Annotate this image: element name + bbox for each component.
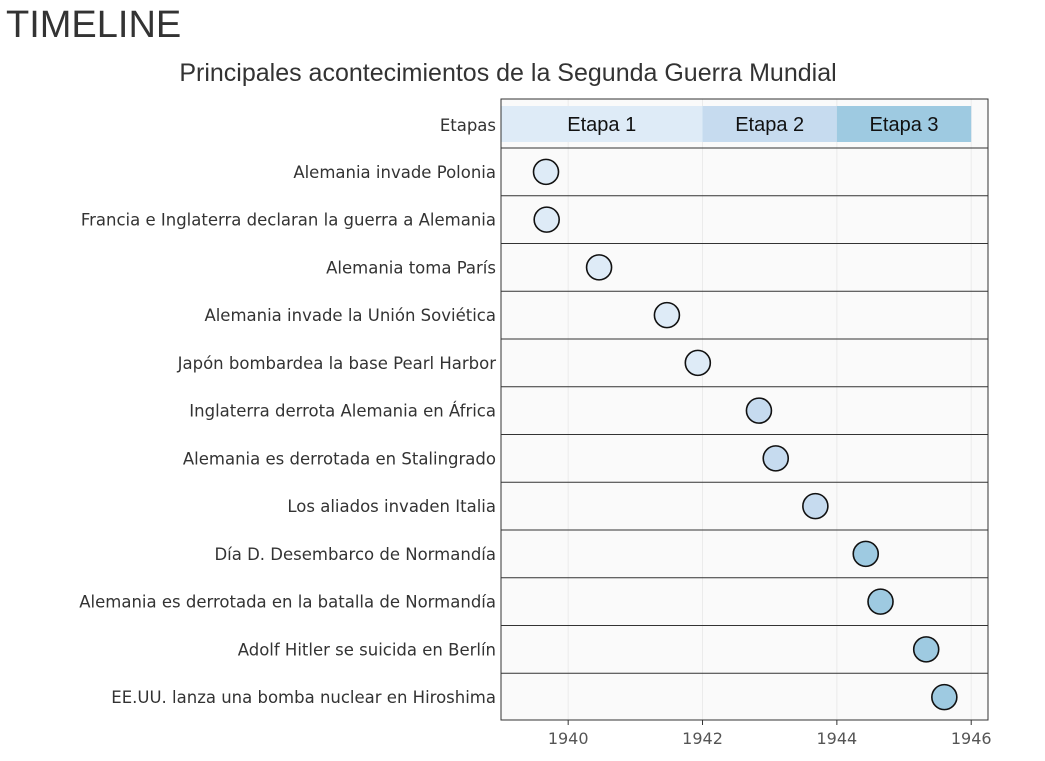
event-point xyxy=(762,445,790,472)
event-label: Alemania es derrotada en la batalla de N… xyxy=(79,593,496,612)
x-tick-label: 1946 xyxy=(951,729,992,748)
event-point xyxy=(852,540,880,568)
event-label: Japón bombardea la base Pearl Harbor xyxy=(177,354,497,373)
x-tick-label: 1942 xyxy=(682,729,723,748)
stage-label: Etapa 2 xyxy=(735,114,804,136)
stage-band xyxy=(836,106,972,142)
event-label: Día D. Desembarco de Normandía xyxy=(214,545,496,564)
event-label: Francia e Inglaterra declaran la guerra … xyxy=(81,211,496,230)
stage-label: Etapa 1 xyxy=(567,114,636,136)
stage-label: Etapa 3 xyxy=(870,114,939,136)
event-point xyxy=(532,158,560,186)
event-point xyxy=(931,683,958,711)
event-label: Alemania invade Polonia xyxy=(293,163,496,182)
event-label: Inglaterra derrota Alemania en África xyxy=(189,402,496,421)
plot-area: Etapa 1 Etapa 2 Etapa 3 Etapas Alemania inva… xyxy=(79,98,992,748)
plot-background xyxy=(501,99,988,720)
event-point xyxy=(533,206,560,233)
event-point xyxy=(867,588,894,615)
event-point xyxy=(912,636,940,663)
plot-border xyxy=(500,98,989,721)
page-heading: TIMELINE xyxy=(6,4,182,46)
event-label: Alemania invade la Unión Soviética xyxy=(204,306,496,325)
event-label: EE.UU. lanza una bomba nuclear en Hirosh… xyxy=(111,688,496,707)
event-point xyxy=(585,254,613,281)
event-label: Adolf Hitler se suicida en Berlín xyxy=(238,640,496,659)
x-tick-label: 1944 xyxy=(817,729,858,748)
stage-row-label: Etapas xyxy=(440,116,496,135)
event-label: Alemania toma París xyxy=(326,258,496,277)
event-point xyxy=(684,349,712,377)
stage-band xyxy=(702,106,837,142)
event-label: Los aliados invaden Italia xyxy=(287,497,496,516)
event-label: Alemania es derrotada en Stalingrado xyxy=(183,449,496,468)
event-point xyxy=(745,397,773,424)
x-tick-label: 1940 xyxy=(548,729,589,748)
event-point xyxy=(802,492,829,520)
chart-title: Principales acontecimientos de la Segund… xyxy=(179,59,836,87)
event-point xyxy=(653,301,681,329)
stage-band xyxy=(501,106,703,142)
